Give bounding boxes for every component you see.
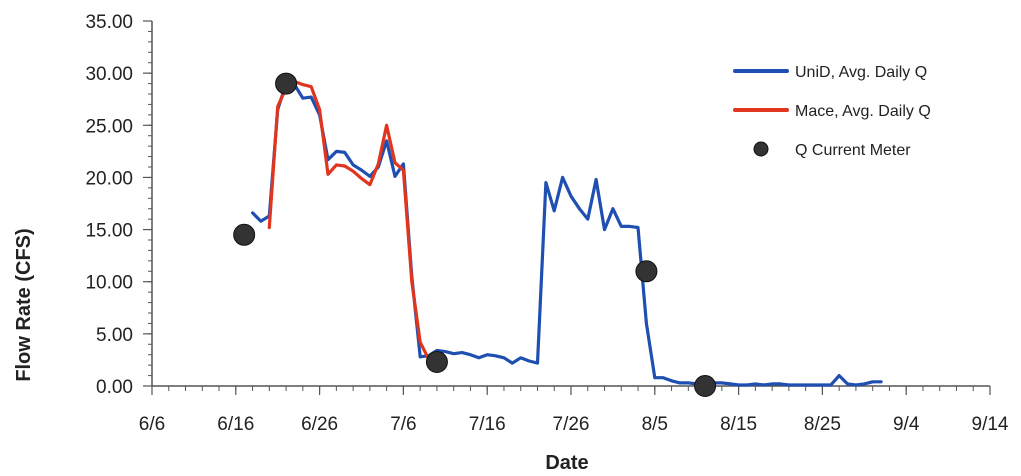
legend-label: UniD, Avg. Daily Q	[795, 64, 927, 81]
y-tick-label: 10.00	[85, 273, 133, 294]
plot-area	[233, 72, 883, 397]
y-tick-label: 20.00	[85, 168, 133, 189]
legend: UniD, Avg. Daily Q Mace, Avg. Daily Q Q Cu…	[733, 64, 931, 159]
x-tick-label: 6/26	[301, 414, 338, 435]
y-axis-title: Flow Rate (CFS)	[13, 228, 35, 381]
y-tick-label: 15.00	[85, 221, 133, 242]
legend-label: Mace, Avg. Daily Q	[795, 103, 931, 120]
y-tick-label: 5.00	[96, 325, 133, 346]
x-axis-title: Date	[545, 452, 588, 474]
x-tick-label: 7/6	[390, 414, 416, 435]
legend-swatch-2	[753, 141, 769, 157]
y-tick-label: 25.00	[85, 116, 133, 137]
x-tick-label: 8/15	[720, 414, 757, 435]
legend-label: Q Current Meter	[795, 142, 911, 159]
x-tick-label: 7/26	[553, 414, 590, 435]
x-tick-label: 8/5	[642, 414, 668, 435]
current-meter-point	[425, 351, 448, 374]
x-tick-label: 8/25	[804, 414, 841, 435]
x-tick-label: 6/6	[139, 414, 165, 435]
y-tick-label: 0.00	[96, 377, 133, 398]
x-tick-label: 7/16	[469, 414, 506, 435]
x-tick-label: 6/16	[217, 414, 254, 435]
x-tick-label: 9/4	[893, 414, 920, 435]
y-tick-label: 35.00	[85, 12, 133, 33]
current-meter-point	[233, 223, 256, 246]
current-meter-point	[275, 72, 298, 95]
current-meter-point	[635, 260, 658, 283]
current-meter-point	[694, 375, 717, 397]
x-tick-label: 9/14	[972, 414, 1009, 435]
series-line-0	[251, 81, 883, 387]
axes: 6/6 6/16 6/26 7/6 7/16 7/26 8/5 8/15 8/25 9/4 9/14…	[85, 12, 1008, 435]
y-tick-label: 30.00	[85, 64, 133, 85]
